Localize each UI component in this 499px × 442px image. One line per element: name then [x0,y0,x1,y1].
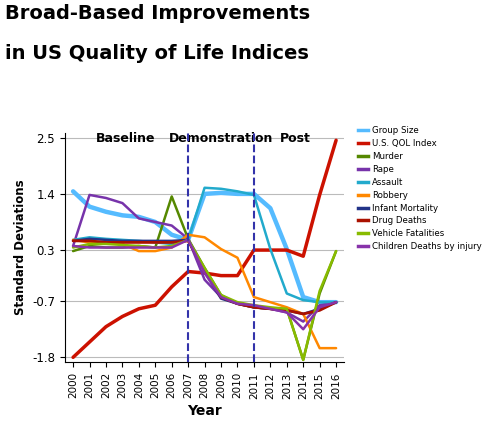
Text: Broad-Based Improvements: Broad-Based Improvements [5,4,310,23]
Legend: Group Size, U.S. QOL Index, Murder, Rape, Assault, Robbery, Infant Mortality, Dr: Group Size, U.S. QOL Index, Murder, Rape… [357,126,482,252]
Y-axis label: Standard Deviations: Standard Deviations [13,180,26,315]
Text: Demonstration: Demonstration [169,132,273,145]
X-axis label: Year: Year [187,404,222,418]
Text: in US Quality of Life Indices: in US Quality of Life Indices [5,44,309,63]
Text: Post: Post [279,132,310,145]
Text: Baseline: Baseline [96,132,156,145]
